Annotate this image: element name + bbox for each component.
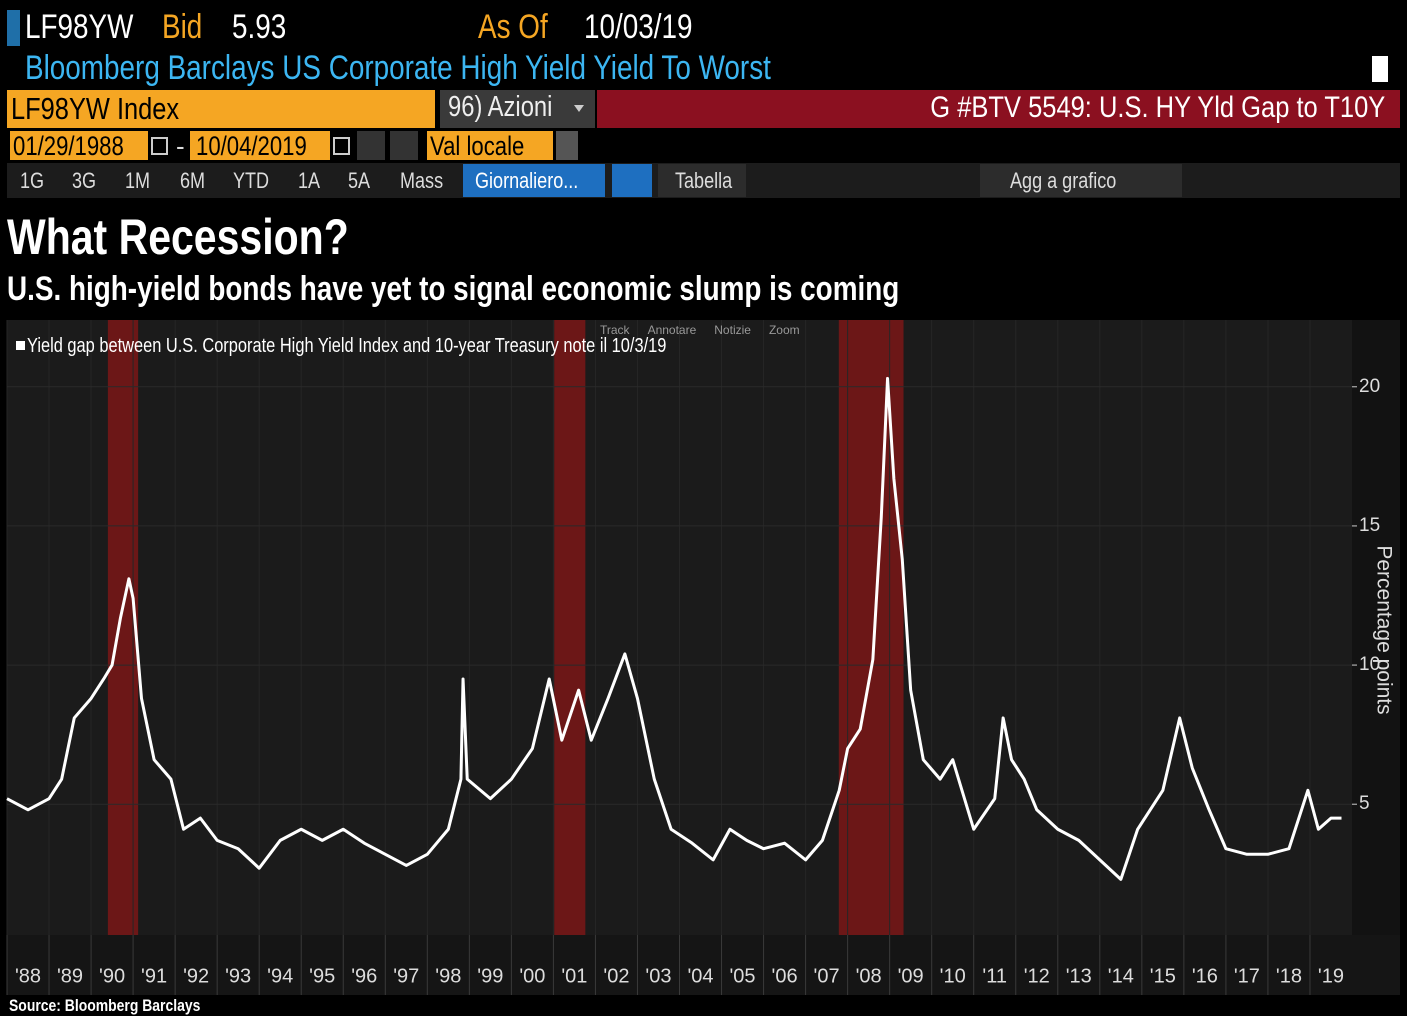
x-tick-label: '15 — [1150, 965, 1176, 987]
x-tick-label: '96 — [351, 965, 377, 987]
period-button[interactable]: Mass — [400, 168, 444, 193]
end-date: 10/04/2019 — [196, 131, 307, 161]
table-box[interactable] — [658, 164, 746, 197]
period-button[interactable]: 1A — [298, 168, 321, 193]
security-box[interactable] — [7, 90, 435, 128]
x-tick-label: '10 — [940, 965, 966, 987]
period-button[interactable]: 3G — [72, 168, 97, 193]
date-box[interactable] — [190, 131, 330, 160]
x-tick-label: '19 — [1318, 965, 1344, 987]
period-button[interactable]: YTD — [233, 168, 270, 193]
chart-subtitle: U.S. high-yield bonds have yet to signal… — [7, 270, 900, 308]
chart-type-button[interactable] — [612, 164, 652, 197]
x-tick-label: '11 — [982, 965, 1007, 987]
x-tick-label: '06 — [772, 965, 798, 987]
series-line — [6, 376, 1342, 881]
x-tick-label: '04 — [687, 965, 713, 987]
bid-label: Bid — [162, 8, 203, 46]
x-tick-label: '95 — [309, 965, 335, 987]
calendar-icon[interactable] — [333, 137, 350, 155]
start-date: 01/29/1988 — [13, 131, 124, 161]
x-tick-label: '03 — [645, 965, 671, 987]
period-button[interactable]: 1G — [20, 168, 45, 193]
table-button: Tabella — [675, 168, 733, 193]
chart-tool[interactable]: Notizie — [714, 323, 751, 337]
currency-dropdown[interactable] — [556, 131, 578, 160]
chart-tools: Track Annotare Notizie Zoom — [600, 323, 818, 337]
currency-box[interactable] — [427, 131, 553, 160]
add-button: Agg a grafico — [1010, 168, 1117, 193]
x-tick-label: '02 — [603, 965, 629, 987]
x-tick-label: '05 — [729, 965, 755, 987]
x-tick-label: '93 — [225, 965, 251, 987]
prev-button[interactable] — [357, 131, 385, 160]
x-tick-label: '13 — [1066, 965, 1092, 987]
chart-title: What Recession? — [7, 209, 349, 265]
x-tick-label: '16 — [1192, 965, 1218, 987]
y-tick-label: 10 — [1359, 654, 1380, 675]
x-tick-label: '09 — [898, 965, 924, 987]
x-axis-area — [7, 935, 1400, 995]
ticker: LF98YW — [25, 8, 134, 46]
date-box[interactable] — [10, 131, 148, 160]
currency: Val locale — [430, 131, 525, 161]
recession-band — [838, 320, 904, 935]
x-tick-label: '17 — [1234, 965, 1260, 987]
x-tick-label: '00 — [519, 965, 545, 987]
x-tick-label: '91 — [141, 965, 167, 987]
x-tick-label: '01 — [561, 965, 587, 987]
period-button[interactable]: 5A — [348, 168, 371, 193]
period-button[interactable]: 1M — [125, 168, 151, 193]
security-name: Bloomberg Barclays US Corporate High Yie… — [25, 49, 771, 87]
x-tick-label: '99 — [477, 965, 503, 987]
bid: 5.93 — [232, 8, 287, 46]
export-icon[interactable] — [1372, 56, 1388, 82]
marker — [7, 10, 20, 46]
chart-tool[interactable]: Track — [600, 323, 630, 337]
legend-label[interactable]: Yield gap between U.S. Corporate High Yi… — [27, 335, 667, 357]
recession-band — [554, 320, 586, 935]
x-tick-label: '90 — [99, 965, 125, 987]
y-axis-label: Percentage points — [1372, 545, 1395, 714]
chart-tool[interactable]: Annotare — [647, 323, 697, 337]
security: LF98YW Index — [11, 91, 180, 126]
x-tick-label: '07 — [814, 965, 840, 987]
legend-swatch — [16, 341, 25, 350]
graph-title: G #BTV 5549: U.S. HY Yld Gap to T10Y — [929, 91, 1385, 124]
y-tick-label: 5 — [1359, 793, 1370, 814]
date-separator: - — [176, 131, 185, 161]
menu-box[interactable] — [440, 90, 595, 128]
source: Source: Bloomberg Barclays — [9, 996, 201, 1015]
x-tick-label: '18 — [1276, 965, 1302, 987]
y-tick-label: 15 — [1359, 515, 1380, 536]
as-of: 10/03/19 — [584, 8, 693, 46]
chart-tool[interactable]: Zoom — [768, 323, 800, 337]
graph-title-bar — [597, 90, 1400, 128]
x-tick-label: '97 — [393, 965, 419, 987]
x-tick-label: '14 — [1108, 965, 1134, 987]
add-box[interactable] — [980, 164, 1182, 197]
as-of-label: As Of — [478, 8, 548, 46]
calendar-icon[interactable] — [151, 137, 168, 155]
x-tick-label: '08 — [856, 965, 882, 987]
x-tick-label: '12 — [1024, 965, 1050, 987]
menu: 96) Azioni — [448, 91, 553, 123]
recession-band — [107, 320, 139, 935]
period-button[interactable]: 6M — [180, 168, 206, 193]
frequency: Giornaliero... — [475, 168, 579, 193]
y-tick-label: 20 — [1359, 376, 1380, 397]
dropdown-arrow — [574, 105, 584, 112]
x-tick-label: '98 — [435, 965, 461, 987]
x-tick-label: '94 — [267, 965, 293, 987]
x-tick-label: '89 — [57, 965, 83, 987]
x-tick-label: '88 — [15, 965, 41, 987]
next-button[interactable] — [390, 131, 418, 160]
frequency-box[interactable] — [463, 164, 605, 197]
x-tick-label: '92 — [183, 965, 209, 987]
y-axis-area — [1352, 320, 1400, 935]
